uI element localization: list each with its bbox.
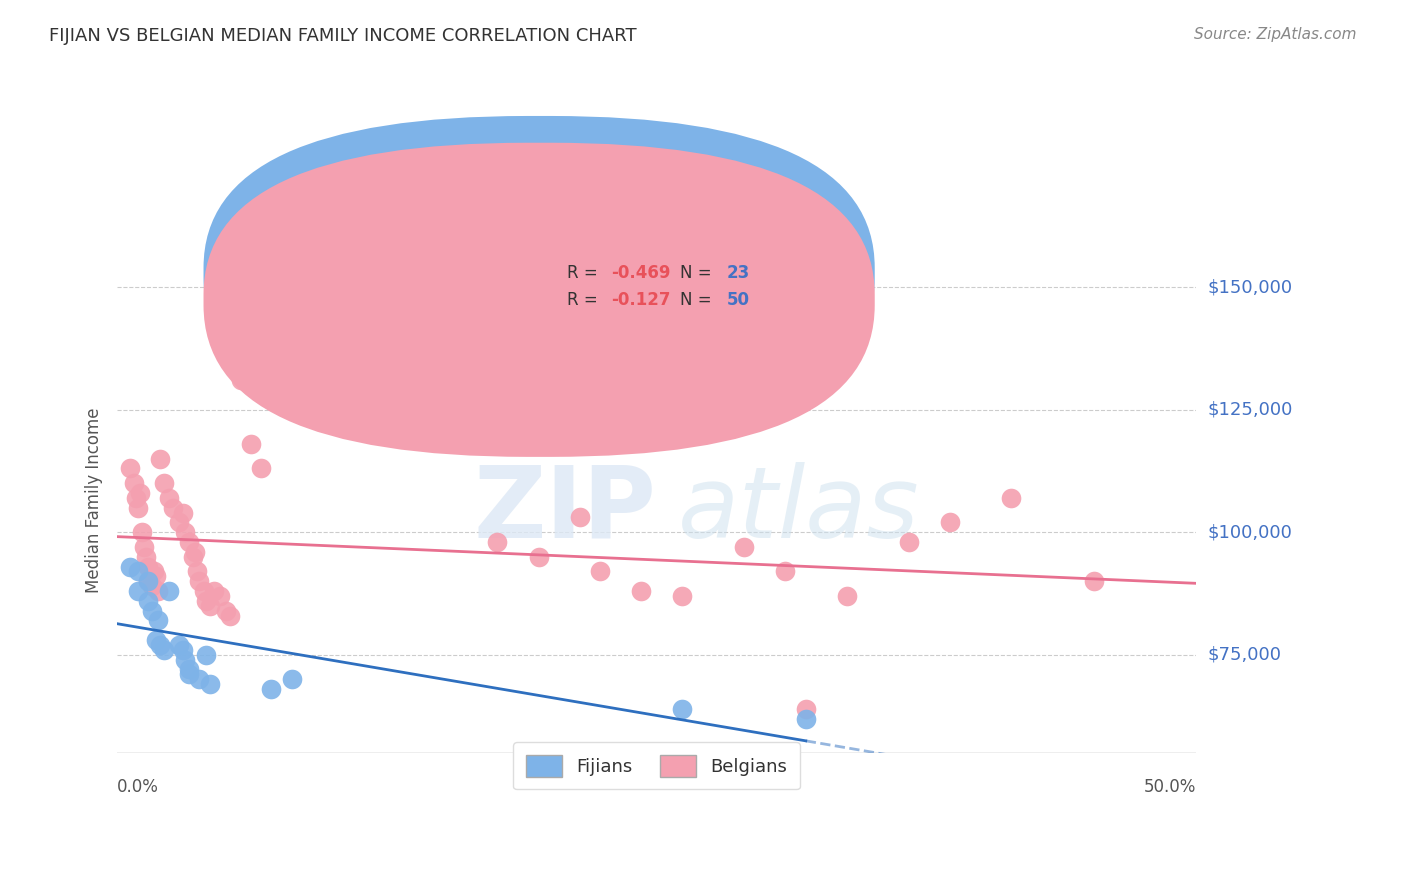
Point bbox=[215, 604, 238, 618]
Point bbox=[122, 476, 145, 491]
Point bbox=[135, 549, 157, 564]
Point bbox=[671, 589, 693, 603]
Legend: Fijians, Belgians: Fijians, Belgians bbox=[513, 742, 800, 789]
Text: -0.469: -0.469 bbox=[612, 264, 671, 282]
Text: atlas: atlas bbox=[678, 462, 920, 559]
Point bbox=[136, 559, 159, 574]
Text: R =: R = bbox=[567, 264, 603, 282]
Point bbox=[172, 643, 194, 657]
Point bbox=[167, 516, 190, 530]
Point bbox=[239, 437, 262, 451]
Text: $125,000: $125,000 bbox=[1208, 401, 1292, 418]
FancyBboxPatch shape bbox=[506, 251, 818, 326]
Point bbox=[219, 608, 242, 623]
Point bbox=[486, 535, 509, 549]
Point bbox=[188, 574, 211, 589]
Point bbox=[145, 633, 167, 648]
Point bbox=[141, 579, 163, 593]
Text: $150,000: $150,000 bbox=[1208, 278, 1292, 296]
Point bbox=[1000, 491, 1022, 505]
Point bbox=[131, 525, 153, 540]
Text: R =: R = bbox=[567, 291, 603, 309]
Y-axis label: Median Family Income: Median Family Income bbox=[86, 408, 103, 593]
Point bbox=[179, 663, 201, 677]
Point bbox=[149, 451, 172, 466]
Text: 0.0%: 0.0% bbox=[117, 778, 159, 796]
Text: N =: N = bbox=[681, 291, 717, 309]
Point bbox=[167, 638, 190, 652]
Point bbox=[794, 702, 817, 716]
Text: $100,000: $100,000 bbox=[1208, 524, 1292, 541]
Point bbox=[179, 667, 201, 681]
Point bbox=[127, 500, 149, 515]
Point bbox=[136, 574, 159, 589]
Point bbox=[188, 673, 211, 687]
Point bbox=[186, 565, 208, 579]
Point bbox=[157, 584, 180, 599]
Point bbox=[132, 540, 155, 554]
Point bbox=[179, 535, 201, 549]
Point bbox=[589, 565, 612, 579]
Point bbox=[250, 461, 273, 475]
Point bbox=[208, 589, 231, 603]
Point bbox=[229, 373, 252, 387]
Point bbox=[128, 486, 150, 500]
Text: Source: ZipAtlas.com: Source: ZipAtlas.com bbox=[1194, 27, 1357, 42]
Point bbox=[136, 574, 159, 589]
Point bbox=[527, 549, 550, 564]
Point bbox=[172, 506, 194, 520]
Point bbox=[153, 643, 176, 657]
Point bbox=[127, 584, 149, 599]
Point bbox=[773, 565, 796, 579]
Point bbox=[145, 569, 167, 583]
Point bbox=[198, 599, 221, 613]
FancyBboxPatch shape bbox=[204, 143, 875, 457]
Point bbox=[938, 516, 960, 530]
Point bbox=[568, 510, 591, 524]
Text: 50.0%: 50.0% bbox=[1144, 778, 1197, 796]
Point bbox=[184, 545, 207, 559]
Point bbox=[174, 525, 197, 540]
Point bbox=[148, 584, 170, 599]
Text: 23: 23 bbox=[727, 264, 751, 282]
Point bbox=[671, 702, 693, 716]
Text: -0.127: -0.127 bbox=[612, 291, 671, 309]
Point bbox=[733, 540, 755, 554]
Point bbox=[835, 589, 858, 603]
Point bbox=[162, 500, 184, 515]
Text: $75,000: $75,000 bbox=[1208, 646, 1281, 664]
Point bbox=[194, 648, 217, 662]
Point bbox=[1083, 574, 1105, 589]
Point bbox=[148, 614, 170, 628]
Point bbox=[193, 584, 215, 599]
Point bbox=[174, 653, 197, 667]
Point bbox=[125, 491, 148, 505]
Point bbox=[157, 491, 180, 505]
Point bbox=[153, 476, 176, 491]
Point bbox=[202, 584, 225, 599]
Point bbox=[260, 682, 283, 697]
Text: FIJIAN VS BELGIAN MEDIAN FAMILY INCOME CORRELATION CHART: FIJIAN VS BELGIAN MEDIAN FAMILY INCOME C… bbox=[49, 27, 637, 45]
Text: 50: 50 bbox=[727, 291, 749, 309]
Point bbox=[630, 584, 652, 599]
Point bbox=[149, 638, 172, 652]
Point bbox=[194, 594, 217, 608]
FancyBboxPatch shape bbox=[204, 116, 875, 430]
Point bbox=[118, 559, 141, 574]
Text: N =: N = bbox=[681, 264, 717, 282]
Point bbox=[141, 604, 163, 618]
Point bbox=[143, 565, 166, 579]
Point bbox=[794, 712, 817, 726]
Point bbox=[198, 677, 221, 691]
Point bbox=[281, 673, 304, 687]
Text: ZIP: ZIP bbox=[474, 462, 657, 559]
Point bbox=[127, 565, 149, 579]
Point bbox=[136, 594, 159, 608]
Point bbox=[181, 549, 204, 564]
Point bbox=[897, 535, 920, 549]
Point bbox=[118, 461, 141, 475]
